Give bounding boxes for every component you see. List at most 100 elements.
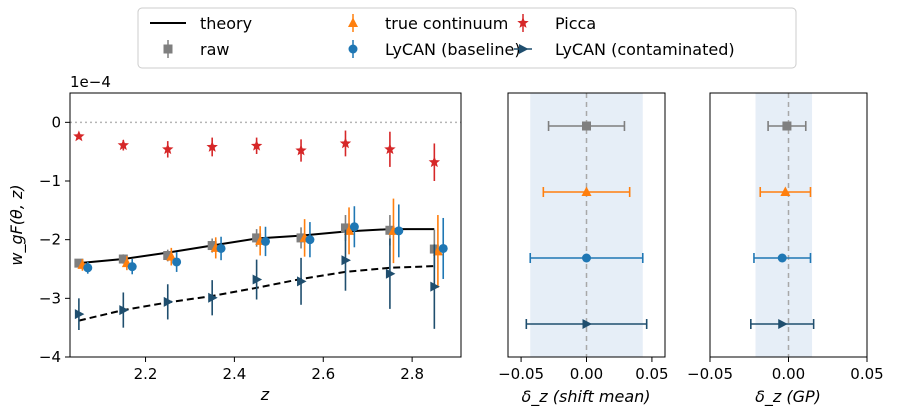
gp-point-group-raw [767,121,807,131]
gp-point-baseline [777,253,787,263]
main-x-tick-label: 2.8 [400,365,424,383]
legend: theory raw true continuum LyCAN (baseline) P… [137,7,797,69]
point-picca [339,137,352,149]
legend-entry-true: true continuum [348,14,508,33]
point-picca [384,143,396,155]
point-baseline [261,236,270,246]
point-baseline [305,235,315,245]
gp-point-raw [782,121,792,131]
legend-marker-baseline [348,44,358,54]
point-contam [430,281,440,292]
point-raw [207,241,217,251]
point-contam [385,268,396,279]
shift-mean-panel: −0.05 0.00 0.05 δ_z (shift mean) [498,92,669,407]
point-raw [340,223,350,233]
legend-label-baseline: LyCAN (baseline) [385,40,521,59]
point-raw [118,254,128,264]
point-raw [74,258,84,268]
main-y-tick-label: 0 [51,113,61,131]
main-y-tick-label: −1 [39,172,61,190]
point-picca [428,156,441,168]
legend-marker-picca [517,17,529,28]
point-baseline [394,226,404,236]
series-picca [73,130,441,181]
shift-mean-x-axis-label: δ_z (shift mean) [521,387,650,407]
point-contam [163,296,174,307]
shift-mean-x-tick-label: 0.05 [635,365,668,383]
series-contam [74,229,440,331]
main-x-tick-label: 2.6 [311,365,335,383]
shift-mean-point-group-baseline [529,253,644,263]
point-contam [119,305,129,316]
point-raw [163,251,173,261]
point-raw [296,233,306,243]
main-axes-frame [69,92,462,358]
point-picca [206,140,218,152]
point-contam [341,255,351,266]
legend-marker-raw [163,44,173,54]
main-y-tick-label: −3 [39,289,61,307]
gp-point-true [780,186,791,196]
main-y-tick-label: −2 [39,231,61,249]
legend-entry-theory: theory [150,14,252,33]
point-baseline [172,257,182,267]
main-x-tick-label: 2.2 [134,365,158,383]
series-true [77,198,443,288]
shift-mean-point-group-true [542,186,631,197]
point-baseline [127,262,137,272]
shift-mean-point-raw [582,121,591,131]
shift-mean-point-true [581,186,592,196]
legend-entry-contam: LyCAN (contaminated) [514,40,735,59]
point-baseline [438,243,448,253]
point-picca [162,143,174,155]
gp-panel: −0.05 0.00 0.05 δ_z (GP) [687,92,884,407]
point-contam [208,292,218,303]
point-true [344,225,355,235]
main-x-axis-label: z [260,385,270,404]
point-contam [297,276,307,287]
gp-x-tick-label: 0.05 [850,365,883,383]
main-y-axis-label: w_gF(θ, z) [7,184,27,265]
main-y-tick-label: −4 [39,348,61,366]
shift-mean-point-group-raw [547,121,626,131]
point-contam [252,274,263,285]
shift-mean-point-contam [582,319,592,329]
legend-label-true: true continuum [385,14,508,33]
shift-mean-x-tick-label: 0.00 [570,365,603,383]
legend-label-picca: Picca [555,14,596,33]
point-raw [252,233,262,243]
series-baseline [83,204,448,279]
gp-x-tick-label: −0.05 [687,365,733,383]
gp-point-contam [778,319,788,329]
legend-label-raw: raw [200,40,229,59]
point-baseline [349,222,359,232]
gp-x-tick-label: 0.00 [772,365,805,383]
point-raw [385,225,395,235]
legend-marker-true [348,17,358,27]
point-picca [117,139,130,151]
y-scale-label: 1e−4 [70,73,111,91]
main-panel: 2.2 2.4 2.6 2.8 0 −1 −2 −3 −4 1e−4 w_gF(θ, z) z [7,73,462,404]
legend-marker-contam [519,44,529,54]
legend-entry-baseline: LyCAN (baseline) [348,40,521,59]
gp-axes-frame [709,92,868,358]
point-true [166,251,177,261]
point-picca [73,130,85,142]
shift-mean-axes-frame [507,92,666,358]
legend-label-theory: theory [200,14,252,33]
legend-entry-raw: raw [163,40,229,59]
legend-frame [137,7,797,69]
point-picca [295,144,307,156]
point-true [432,245,443,256]
shift-mean-point-baseline [582,253,591,263]
legend-label-contam: LyCAN (contaminated) [555,40,735,59]
legend-entry-picca: Picca [517,14,596,33]
gp-x-axis-label: δ_z (GP) [755,387,821,407]
point-contam [74,309,85,320]
gp-point-group-baseline [753,253,812,263]
main-x-tick-label: 2.4 [222,365,246,383]
point-picca [250,139,263,151]
point-baseline [216,243,226,253]
gp-sigma-band [755,93,813,357]
